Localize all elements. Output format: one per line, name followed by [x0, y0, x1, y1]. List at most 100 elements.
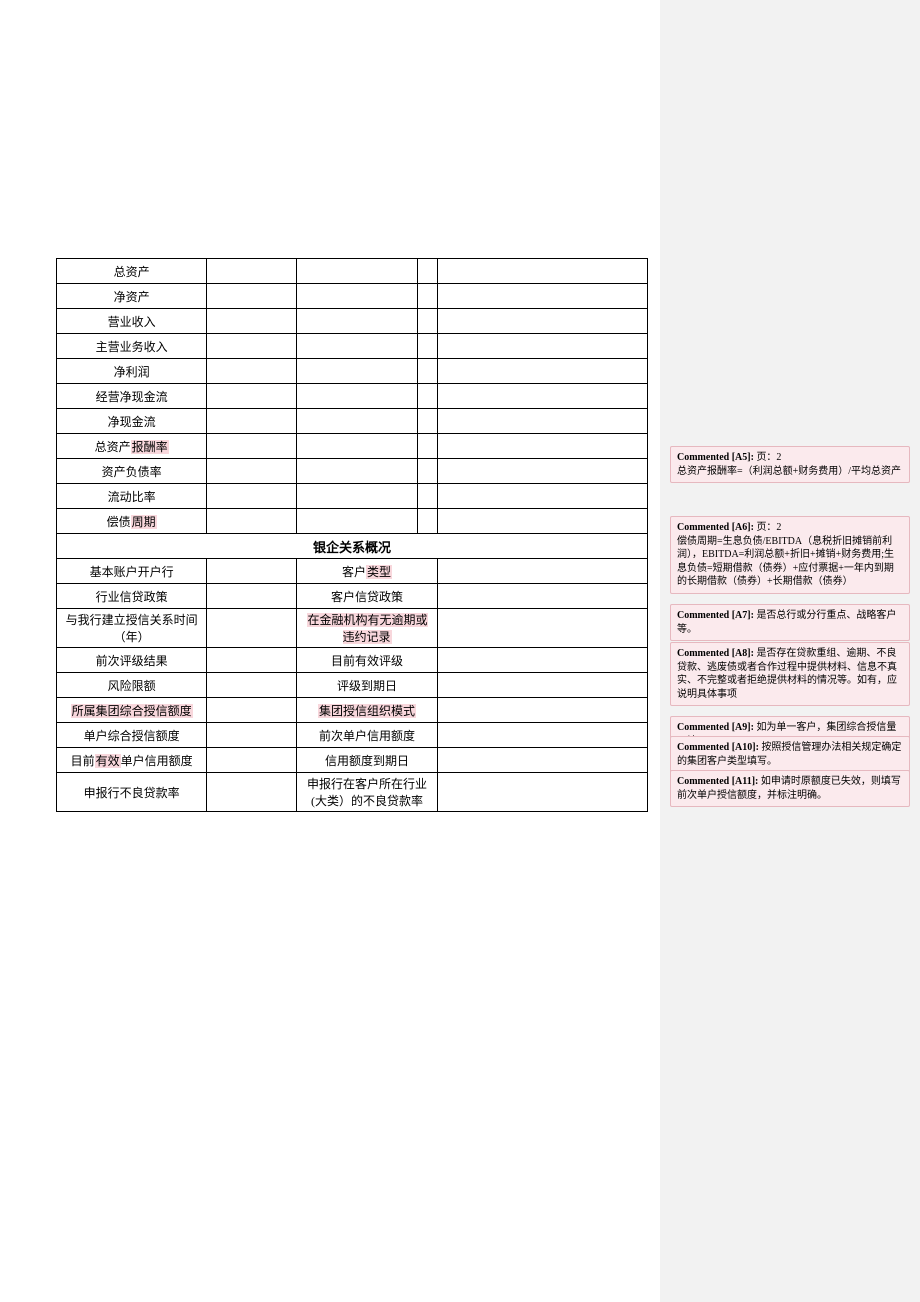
- cell-value: [437, 698, 647, 723]
- row-label: 客户类型: [297, 559, 437, 584]
- cell-value: [207, 648, 297, 673]
- row-label: 风险限额: [57, 673, 207, 698]
- cell-value: [437, 609, 647, 648]
- row-label: 集团授信组织模式: [297, 698, 437, 723]
- cell-value: [437, 748, 647, 773]
- cell-value: [297, 509, 417, 534]
- row-label: 总资产报酬率: [57, 434, 207, 459]
- table-row: 净利润: [57, 359, 648, 384]
- table-row: 与我行建立授信关系时间（年）在金融机构有无逾期或违约记录: [57, 609, 648, 648]
- cell-value: [207, 359, 297, 384]
- row-label: 客户信贷政策: [297, 584, 437, 609]
- comment-anchor[interactable]: 有效: [95, 754, 121, 768]
- cell-value: [207, 698, 297, 723]
- document-page: 总资产净资产营业收入主营业务收入净利润经营净现金流净现金流总资产报酬率资产负债率…: [0, 0, 660, 1302]
- financial-table: 总资产净资产营业收入主营业务收入净利润经营净现金流净现金流总资产报酬率资产负债率…: [56, 258, 648, 812]
- table-row: 申报行不良贷款率申报行在客户所在行业(大类）的不良贷款率: [57, 773, 648, 812]
- table-row: 主营业务收入: [57, 334, 648, 359]
- section-header: 银企关系概况: [57, 534, 648, 559]
- cell-value: [297, 309, 417, 334]
- row-label: 目前有效评级: [297, 648, 437, 673]
- comment-anchor[interactable]: 集团授信组织模式: [318, 704, 416, 718]
- cell-value: [207, 723, 297, 748]
- comment-text: 偿债周期=生息负债/EBITDA（息税折旧摊销前利润），EBITDA=利润总额+…: [677, 536, 894, 588]
- cell-value: [437, 648, 647, 673]
- row-label: 总资产: [57, 259, 207, 284]
- comment-pane: Commented [A5]: 页：2总资产报酬率=（利润总额+财务费用）/平均…: [660, 0, 920, 1302]
- table-row: 行业信贷政策客户信贷政策: [57, 584, 648, 609]
- row-label: 所属集团综合授信额度: [57, 698, 207, 723]
- table-row: 营业收入: [57, 309, 648, 334]
- cell-value: [417, 459, 437, 484]
- row-label: 主营业务收入: [57, 334, 207, 359]
- comment-balloon[interactable]: Commented [A7]: 是否总行或分行重点、战略客户等。: [670, 604, 910, 641]
- cell-value: [207, 609, 297, 648]
- cell-value: [437, 773, 647, 812]
- cell-value: [297, 384, 417, 409]
- cell-value: [207, 509, 297, 534]
- comment-text: 页：2: [754, 522, 782, 533]
- table-row: 所属集团综合授信额度 集团授信组织模式: [57, 698, 648, 723]
- cell-value: [437, 259, 647, 284]
- cell-value: [207, 384, 297, 409]
- comment-balloon[interactable]: Commented [A8]: 是否存在贷款重组、逾期、不良贷款、逃废债或者合作…: [670, 642, 910, 706]
- cell-value: [297, 334, 417, 359]
- cell-value: [207, 434, 297, 459]
- cell-value: [297, 459, 417, 484]
- comment-anchor[interactable]: 周期: [131, 515, 157, 529]
- row-label: 单户综合授信额度: [57, 723, 207, 748]
- cell-value: [437, 334, 647, 359]
- row-label: 净利润: [57, 359, 207, 384]
- cell-value: [417, 359, 437, 384]
- row-label: 评级到期日: [297, 673, 437, 698]
- cell-value: [297, 434, 417, 459]
- cell-value: [417, 384, 437, 409]
- cell-value: [417, 259, 437, 284]
- comment-balloon[interactable]: Commented [A11]: 如申请时原额度已失效，则填写前次单户授信额度，…: [670, 770, 910, 807]
- comment-anchor[interactable]: 报酬率: [131, 440, 169, 454]
- cell-value: [437, 284, 647, 309]
- table-row: 资产负债率: [57, 459, 648, 484]
- cell-value: [207, 459, 297, 484]
- table-row: 净现金流: [57, 409, 648, 434]
- cell-value: [207, 748, 297, 773]
- table-row: 前次评级结果目前有效评级: [57, 648, 648, 673]
- comment-header: Commented [A6]:: [677, 522, 754, 533]
- comment-anchor[interactable]: 所属集团综合授信额度: [71, 704, 193, 718]
- comment-anchor[interactable]: 在金融机构有无逾期或违约记录: [307, 613, 428, 644]
- comment-header: Commented [A9]:: [677, 722, 754, 733]
- cell-value: [297, 259, 417, 284]
- cell-value: [297, 409, 417, 434]
- cell-value: [417, 484, 437, 509]
- cell-value: [297, 284, 417, 309]
- cell-value: [417, 334, 437, 359]
- cell-value: [207, 773, 297, 812]
- cell-value: [437, 409, 647, 434]
- comment-header: Commented [A8]:: [677, 648, 754, 659]
- row-label: 申报行在客户所在行业(大类）的不良贷款率: [297, 773, 437, 812]
- comment-balloon[interactable]: Commented [A10]: 按照授信管理办法相关规定确定的集团客户类型填写…: [670, 736, 910, 773]
- row-label: 流动比率: [57, 484, 207, 509]
- comment-text: 总资产报酬率=（利润总额+财务费用）/平均总资产: [677, 466, 901, 477]
- comment-balloon[interactable]: Commented [A6]: 页：2 偿债周期=生息负债/EBITDA（息税折旧…: [670, 516, 910, 594]
- row-label: 净现金流: [57, 409, 207, 434]
- table-row: 总资产: [57, 259, 648, 284]
- table-row: 净资产: [57, 284, 648, 309]
- table-row: 经营净现金流: [57, 384, 648, 409]
- row-label: 信用额度到期日: [297, 748, 437, 773]
- cell-value: [417, 309, 437, 334]
- table-row: 总资产报酬率: [57, 434, 648, 459]
- row-label: 资产负债率: [57, 459, 207, 484]
- cell-value: [207, 334, 297, 359]
- cell-value: [207, 409, 297, 434]
- cell-value: [437, 459, 647, 484]
- cell-value: [207, 484, 297, 509]
- cell-value: [207, 309, 297, 334]
- cell-value: [417, 434, 437, 459]
- table-row: 流动比率: [57, 484, 648, 509]
- cell-value: [297, 484, 417, 509]
- comment-anchor[interactable]: 类型: [366, 565, 392, 579]
- cell-value: [207, 259, 297, 284]
- cell-value: [437, 359, 647, 384]
- comment-balloon[interactable]: Commented [A5]: 页：2总资产报酬率=（利润总额+财务费用）/平均…: [670, 446, 910, 483]
